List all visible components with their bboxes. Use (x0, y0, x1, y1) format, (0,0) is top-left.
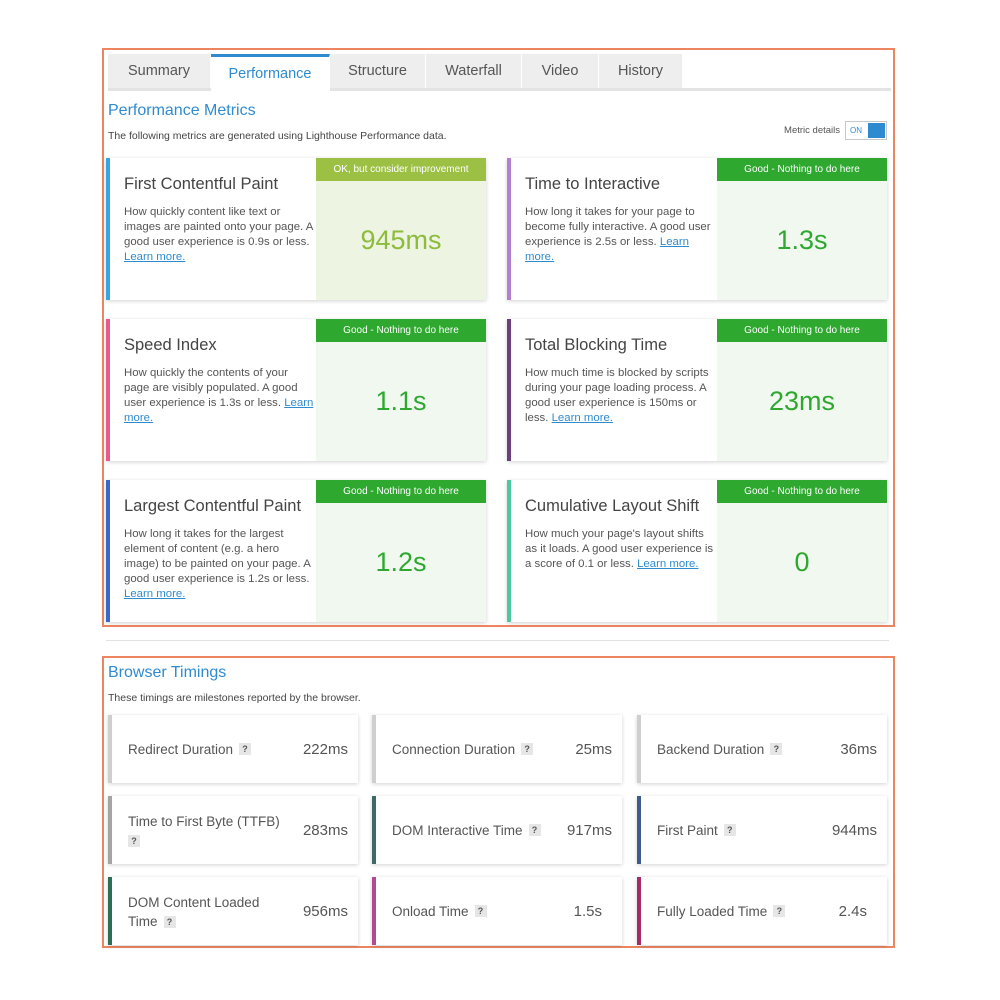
timing-value: 917ms (566, 821, 612, 839)
timing-label: DOM Interactive Time? (392, 796, 552, 864)
timing-card-dom-interactive-time: DOM Interactive Time? 917ms (372, 796, 622, 864)
timing-value: 222ms (302, 740, 348, 758)
status-badge: OK, but consider improvement (316, 158, 486, 181)
help-icon[interactable]: ? (773, 905, 786, 917)
timing-value: 956ms (302, 902, 348, 920)
tab-history[interactable]: History (599, 54, 683, 88)
metric-title: Largest Contentful Paint (124, 497, 302, 515)
metric-card-largest-contentful-paint: Largest Contentful Paint How long it tak… (106, 480, 486, 622)
timing-card-time-to-first-byte: Time to First Byte (TTFB)? 283ms (108, 796, 358, 864)
metric-card-first-contentful-paint: First Contentful Paint How quickly conte… (106, 158, 486, 300)
performance-panel: Summary Performance Structure Waterfall … (102, 48, 895, 627)
metric-card-cumulative-layout-shift: Cumulative Layout Shift How much your pa… (507, 480, 887, 622)
metric-title: First Contentful Paint (124, 175, 279, 193)
toggle-state-text: ON (850, 126, 862, 135)
help-icon[interactable]: ? (521, 743, 534, 755)
metric-title: Speed Index (124, 336, 217, 354)
metric-value: 23ms (768, 386, 836, 416)
learn-more-link[interactable]: Learn more. (525, 236, 690, 263)
metric-value: 1.2s (375, 547, 427, 577)
help-icon[interactable]: ? (474, 905, 487, 917)
metric-details-label: Metric details (784, 125, 840, 136)
timing-card-first-paint: First Paint? 944ms (637, 796, 887, 864)
metric-value: 945ms (360, 225, 442, 255)
section-divider (106, 640, 889, 641)
timing-label: Backend Duration? (657, 715, 817, 783)
timing-label: Redirect Duration? (128, 715, 288, 783)
toggle-knob (868, 123, 885, 138)
metric-description: How long it takes for the largest elemen… (124, 528, 311, 600)
status-badge: Good - Nothing to do here (316, 319, 486, 342)
help-icon[interactable]: ? (723, 824, 736, 836)
metric-title: Cumulative Layout Shift (525, 497, 700, 515)
metric-description: How much your page's layout shifts as it… (525, 528, 714, 570)
timing-label: Connection Duration? (392, 715, 552, 783)
help-icon[interactable]: ? (770, 743, 783, 755)
timing-card-fully-loaded-time: Fully Loaded Time? 2.4s (637, 877, 887, 945)
timing-value: 283ms (302, 821, 348, 839)
help-icon[interactable]: ? (528, 824, 541, 836)
status-badge: Good - Nothing to do here (316, 480, 486, 503)
tab-video[interactable]: Video (522, 54, 599, 88)
tab-summary[interactable]: Summary (108, 54, 211, 88)
metric-card-total-blocking-time: Total Blocking Time How much time is blo… (507, 319, 887, 461)
timing-card-dom-content-loaded-time: DOM Content Loaded Time? 956ms (108, 877, 358, 945)
metric-details-toggle-group: Metric details ON (784, 121, 887, 140)
learn-more-link[interactable]: Learn more. (124, 397, 314, 424)
timing-value: 25ms (575, 740, 612, 758)
browser-timings-panel: Browser Timings These timings are milest… (102, 656, 895, 948)
help-icon[interactable]: ? (128, 835, 140, 848)
timing-label: Onload Time? (392, 877, 552, 945)
metric-title: Total Blocking Time (525, 336, 668, 354)
metric-card-time-to-interactive: Time to Interactive How long it takes fo… (507, 158, 887, 300)
metric-description: How long it takes for your page to becom… (525, 206, 711, 263)
timing-value: 1.5s (573, 902, 602, 920)
timing-label: DOM Content Loaded Time? (128, 895, 260, 929)
metric-description: How much time is blocked by scripts duri… (525, 367, 709, 424)
learn-more-link[interactable]: Learn more. (124, 588, 186, 600)
help-icon[interactable]: ? (239, 743, 252, 755)
timing-label: First Paint? (657, 796, 817, 864)
tab-waterfall[interactable]: Waterfall (426, 54, 522, 88)
metric-details-toggle[interactable]: ON (845, 121, 887, 140)
section-title-performance-metrics: Performance Metrics (108, 102, 256, 119)
section-title-browser-timings: Browser Timings (108, 664, 227, 681)
metric-description: How quickly the contents of your page ar… (124, 367, 314, 424)
section-description: The following metrics are generated usin… (108, 130, 447, 142)
metric-card-speed-index: Speed Index How quickly the contents of … (106, 319, 486, 461)
learn-more-link[interactable]: Learn more. (124, 251, 186, 263)
report-tabs: Summary Performance Structure Waterfall … (108, 54, 891, 91)
status-badge: Good - Nothing to do here (717, 319, 887, 342)
timing-value: 944ms (831, 821, 877, 839)
timing-label: Fully Loaded Time? (657, 877, 817, 945)
metric-value: 1.3s (776, 225, 828, 255)
timing-card-backend-duration: Backend Duration? 36ms (637, 715, 887, 783)
metric-value: 1.1s (375, 386, 427, 416)
learn-more-link[interactable]: Learn more. (637, 558, 699, 570)
metric-title: Time to Interactive (525, 175, 661, 193)
learn-more-link[interactable]: Learn more. (551, 412, 614, 424)
timing-value: 2.4s (838, 902, 867, 920)
metric-value: 0 (794, 547, 810, 577)
tab-structure[interactable]: Structure (330, 54, 426, 88)
timing-card-connection-duration: Connection Duration? 25ms (372, 715, 622, 783)
metric-description: How quickly content like text or images … (124, 206, 313, 263)
timing-card-onload-time: Onload Time? 1.5s (372, 877, 622, 945)
timing-value: 36ms (840, 740, 877, 758)
timing-card-redirect-duration: Redirect Duration? 222ms (108, 715, 358, 783)
tab-performance[interactable]: Performance (211, 54, 330, 91)
timing-label: Time to First Byte (TTFB)? (128, 814, 280, 848)
status-badge: Good - Nothing to do here (717, 158, 887, 181)
status-badge: Good - Nothing to do here (717, 480, 887, 503)
section-description: These timings are milestones reported by… (108, 692, 361, 704)
help-icon[interactable]: ? (163, 916, 176, 929)
